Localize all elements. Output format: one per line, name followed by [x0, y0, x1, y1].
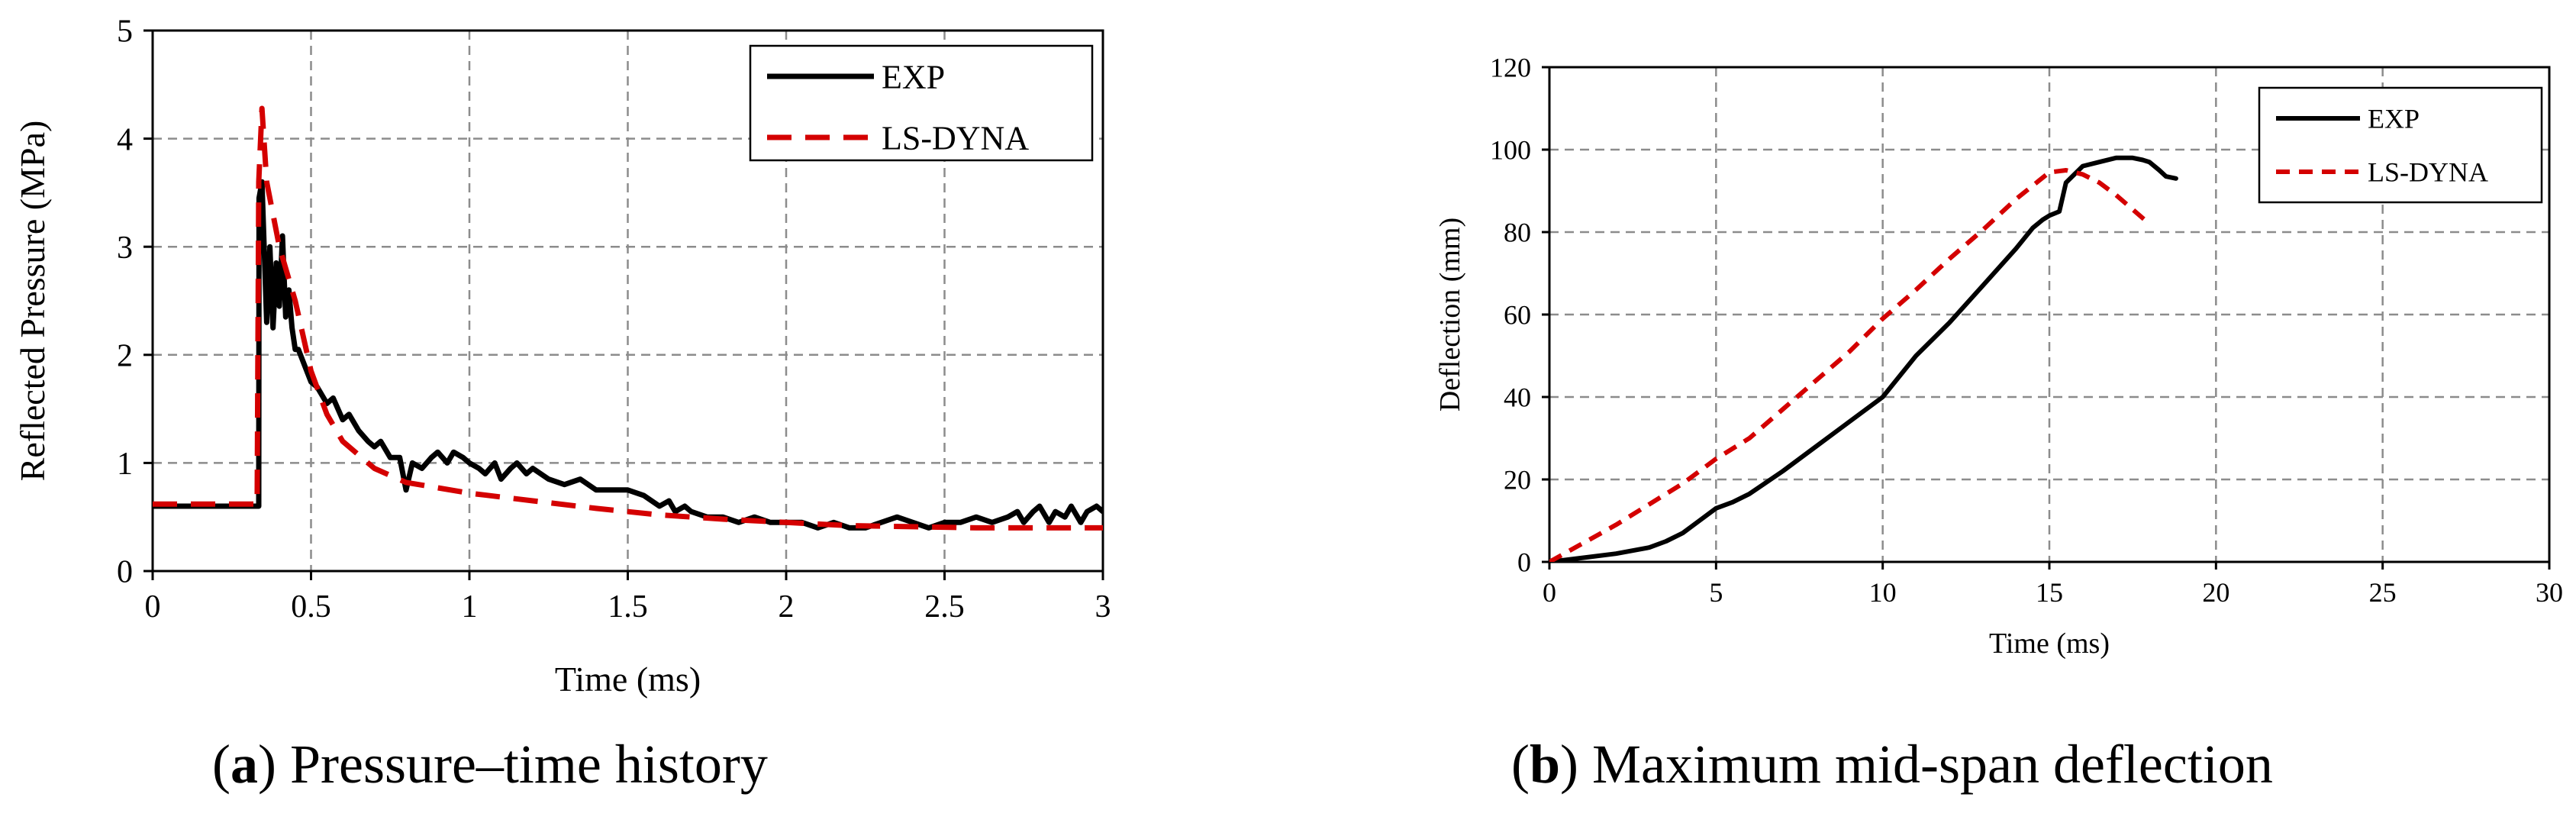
legend-box: [2258, 86, 2543, 204]
y-tick-label: 4: [117, 122, 133, 157]
x-tick-label: 1: [462, 589, 478, 625]
y-tick-label: 1: [117, 447, 133, 482]
caption-b: (b) Maximum mid-span deflection: [1511, 734, 2273, 795]
y-tick-label: 0: [1517, 547, 1531, 578]
y-tick-label: 60: [1504, 300, 1531, 331]
x-tick-label: 0: [145, 589, 161, 625]
x-tick-label: 1.5: [608, 589, 648, 625]
caption-a: (a) Pressure–time history: [212, 734, 768, 795]
x-tick-label: 2.5: [924, 589, 965, 625]
legend-box: [749, 44, 1094, 162]
y-tick-label: 0: [117, 555, 133, 590]
legend: EXP LS-DYNA: [749, 44, 1094, 162]
legend-label: LS-DYNA: [2368, 157, 2488, 188]
y-tick-label: 2: [117, 339, 133, 374]
y-tick-label: 120: [1490, 53, 1531, 83]
y-tick-label: 20: [1504, 465, 1531, 495]
series-line-ls-dyna: [1549, 168, 2151, 562]
x-tick-label: 0.5: [291, 589, 331, 625]
x-axis-label: Time (ms): [1989, 628, 2110, 660]
x-tick-label: 2: [779, 589, 795, 625]
y-tick-label: 100: [1490, 135, 1531, 166]
legend: EXP LS-DYNA: [2258, 86, 2543, 204]
y-tick-label: 3: [117, 231, 133, 266]
x-tick-label: 25: [2369, 577, 2397, 608]
x-tick-label: 15: [2036, 577, 2063, 608]
x-tick-label: 0: [1543, 577, 1556, 608]
x-tick-label: 10: [1869, 577, 1897, 608]
x-axis-label: Time (ms): [555, 660, 701, 699]
legend-label: EXP: [2368, 104, 2420, 134]
y-tick-label: 40: [1504, 382, 1531, 413]
chart-b: 0 5 10 15 20 25 30 0 20 40 60 80 100 120 Time (ms) Defl…: [1434, 53, 2563, 660]
legend-label: LS-DYNA: [882, 119, 1029, 157]
y-tick-label: 5: [117, 15, 133, 50]
series-line-exp: [1549, 155, 2178, 562]
y-axis-label: Deflection (mm): [1434, 218, 1466, 412]
y-axis-label: Reflected Pressure (MPa): [13, 121, 52, 482]
chart-a: 0 0.5 1 1.5 2 2.5 3 0 1 2 3 4 5 Time (ms) Reflected Pr…: [13, 15, 1111, 699]
y-tick-label: 80: [1504, 218, 1531, 248]
x-tick-label: 3: [1095, 589, 1111, 625]
series-line-ls-dyna: [153, 105, 1103, 531]
series-line-exp: [153, 179, 1103, 531]
x-tick-label: 20: [2202, 577, 2229, 608]
x-tick-label: 5: [1709, 577, 1723, 608]
x-tick-label: 30: [2536, 577, 2563, 608]
legend-label: EXP: [882, 58, 945, 95]
